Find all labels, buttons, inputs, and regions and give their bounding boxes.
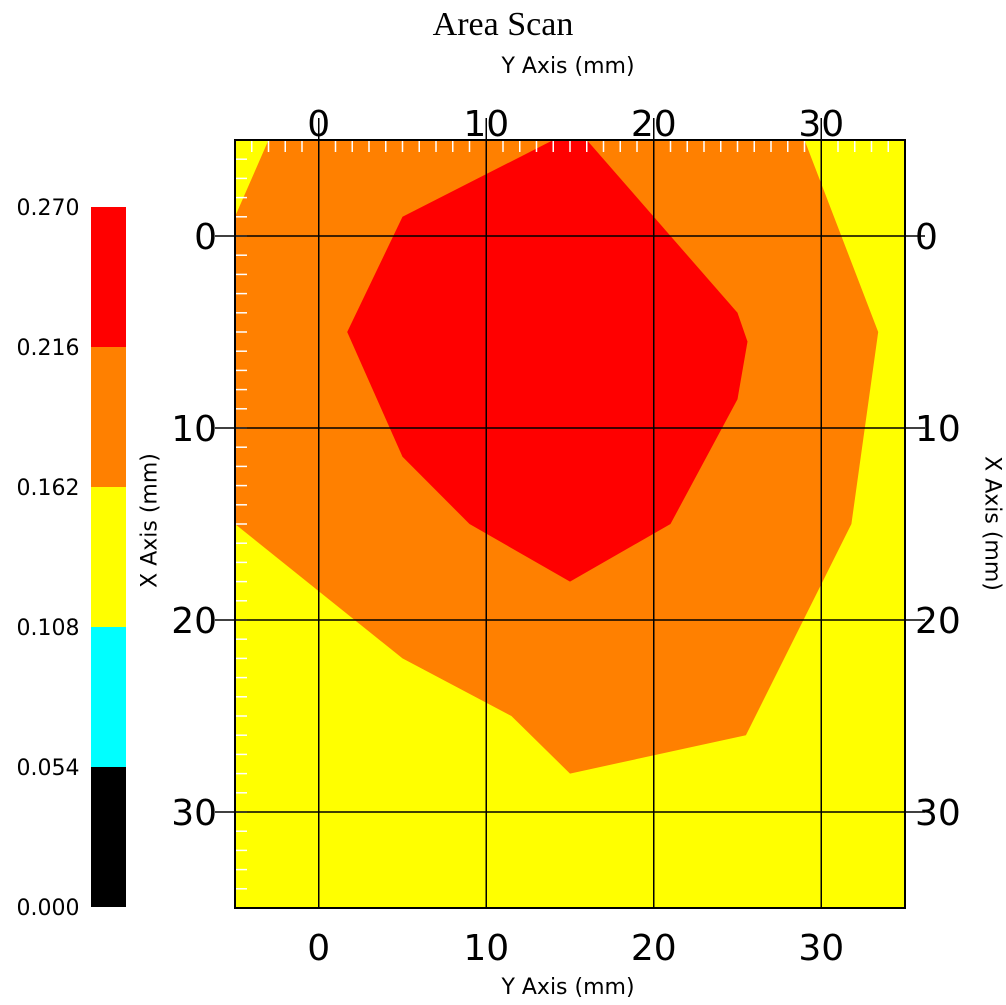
y-tick-label-left: 20: [171, 601, 217, 642]
color-scale-bin: [91, 347, 126, 487]
bottom-axis-label: Y Axis (mm): [501, 975, 635, 1000]
x-tick-label-bottom: 30: [798, 928, 844, 969]
x-tick-label-bottom: 0: [307, 928, 330, 969]
x-tick-label-bottom: 10: [463, 928, 509, 969]
color-scale-bin: [91, 627, 126, 767]
y-tick-label-right: 0: [915, 217, 938, 258]
x-tick-label-bottom: 20: [631, 928, 677, 969]
x-tick-label-top: 30: [798, 104, 844, 145]
x-tick-label-top: 0: [307, 104, 330, 145]
y-tick-label-right: 10: [915, 409, 961, 450]
chart-title: Area Scan: [432, 6, 574, 43]
plot-frame: [234, 139, 906, 909]
y-tick-label-left: 10: [171, 409, 217, 450]
color-scale-bin: [91, 767, 126, 907]
y-tick-label-right: 20: [915, 601, 961, 642]
color-scale-label: 0.108: [17, 616, 80, 641]
color-scale-label: 0.000: [17, 896, 80, 921]
contour-region-1: [347, 140, 748, 582]
x-tick-label-top: 10: [463, 104, 509, 145]
color-scale-bin: [91, 207, 126, 347]
color-scale-label: 0.270: [17, 196, 80, 221]
top-axis-label: Y Axis (mm): [501, 54, 635, 79]
color-scale-label: 0.216: [17, 336, 80, 361]
y-tick-label-left: 30: [171, 793, 217, 834]
y-tick-label-left: 0: [194, 217, 217, 258]
color-scale-bin: [91, 487, 126, 627]
x-tick-label-top: 20: [631, 104, 677, 145]
color-scale-label: 0.054: [17, 756, 80, 781]
y-tick-label-right: 30: [915, 793, 961, 834]
color-scale-label: 0.162: [17, 476, 80, 501]
